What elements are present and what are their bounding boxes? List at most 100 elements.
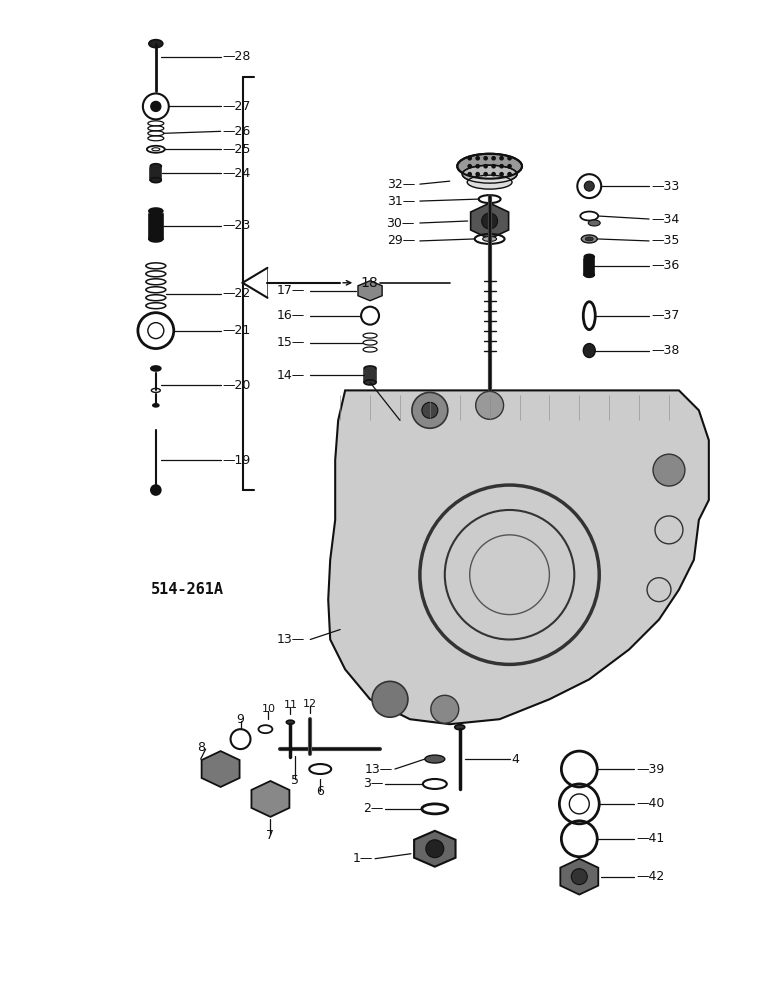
Ellipse shape — [584, 344, 595, 358]
Circle shape — [422, 402, 438, 418]
Ellipse shape — [149, 208, 163, 214]
Text: 3—: 3— — [363, 777, 383, 790]
Circle shape — [468, 165, 471, 168]
Circle shape — [500, 165, 503, 168]
Text: —21: —21 — [222, 324, 251, 337]
Text: 32—: 32— — [387, 178, 415, 191]
Text: —41: —41 — [636, 832, 665, 845]
Circle shape — [431, 695, 459, 723]
Circle shape — [426, 840, 444, 858]
Polygon shape — [414, 831, 455, 867]
Circle shape — [508, 165, 511, 168]
Text: 13—: 13— — [364, 763, 393, 776]
Ellipse shape — [585, 237, 593, 241]
Ellipse shape — [149, 40, 163, 48]
Ellipse shape — [153, 404, 159, 407]
Circle shape — [492, 173, 495, 176]
Text: 7: 7 — [266, 829, 274, 842]
Text: —23: —23 — [222, 219, 251, 232]
Circle shape — [571, 869, 587, 885]
Text: —42: —42 — [636, 870, 665, 883]
Text: —24: —24 — [222, 167, 251, 180]
Text: 14—: 14— — [277, 369, 305, 382]
Circle shape — [468, 157, 471, 160]
Polygon shape — [358, 281, 382, 301]
Text: 29—: 29— — [387, 234, 415, 247]
Circle shape — [508, 173, 511, 176]
Circle shape — [468, 173, 471, 176]
Circle shape — [476, 391, 503, 419]
Ellipse shape — [149, 236, 163, 242]
Text: —28: —28 — [222, 50, 251, 63]
Ellipse shape — [584, 254, 594, 259]
Text: —38: —38 — [651, 344, 679, 357]
Text: —36: —36 — [651, 259, 679, 272]
Text: —33: —33 — [651, 180, 679, 193]
Text: —27: —27 — [222, 100, 251, 113]
Polygon shape — [252, 781, 290, 817]
Text: —25: —25 — [222, 143, 251, 156]
Ellipse shape — [457, 154, 522, 179]
Text: 11: 11 — [283, 700, 297, 710]
Circle shape — [476, 173, 479, 176]
Ellipse shape — [455, 725, 465, 730]
Text: —19: —19 — [222, 454, 251, 467]
Circle shape — [372, 681, 408, 717]
Circle shape — [484, 157, 487, 160]
Circle shape — [492, 165, 495, 168]
Text: 9: 9 — [236, 713, 245, 726]
Ellipse shape — [364, 380, 376, 385]
Circle shape — [412, 392, 448, 428]
Bar — [584, 259, 594, 275]
Circle shape — [492, 157, 495, 160]
Circle shape — [476, 165, 479, 168]
Circle shape — [500, 157, 503, 160]
Ellipse shape — [364, 366, 376, 371]
Text: —40: —40 — [636, 797, 665, 810]
Ellipse shape — [581, 235, 598, 243]
Bar — [149, 214, 163, 239]
Text: 30—: 30— — [387, 217, 415, 230]
Text: 8: 8 — [197, 741, 205, 754]
Text: 17—: 17— — [277, 284, 305, 297]
Circle shape — [151, 485, 161, 495]
Polygon shape — [471, 203, 509, 239]
Ellipse shape — [584, 272, 594, 277]
Text: 12: 12 — [303, 699, 317, 709]
Polygon shape — [201, 751, 239, 787]
Text: 16—: 16— — [277, 309, 305, 322]
Ellipse shape — [151, 366, 161, 371]
Ellipse shape — [462, 165, 517, 183]
Text: 13—: 13— — [277, 633, 305, 646]
Text: 514-261A: 514-261A — [151, 582, 224, 597]
Ellipse shape — [151, 164, 161, 169]
Text: 5: 5 — [291, 774, 300, 787]
Text: 4: 4 — [512, 753, 520, 766]
Circle shape — [508, 157, 511, 160]
Bar — [151, 168, 161, 180]
Circle shape — [482, 213, 498, 229]
Circle shape — [476, 157, 479, 160]
Polygon shape — [560, 859, 598, 895]
Circle shape — [584, 181, 594, 191]
Text: 6: 6 — [317, 785, 324, 798]
Circle shape — [653, 454, 685, 486]
Text: —39: —39 — [636, 763, 665, 776]
Polygon shape — [328, 390, 709, 724]
Text: 2—: 2— — [363, 802, 383, 815]
Ellipse shape — [425, 755, 445, 763]
Ellipse shape — [286, 720, 294, 724]
Ellipse shape — [588, 220, 600, 226]
Ellipse shape — [467, 175, 512, 189]
Text: —22: —22 — [222, 287, 251, 300]
Text: 31—: 31— — [387, 195, 415, 208]
Text: 10: 10 — [262, 704, 276, 714]
Bar — [364, 370, 376, 382]
Circle shape — [484, 173, 487, 176]
Circle shape — [151, 101, 161, 111]
Text: 15—: 15— — [277, 336, 305, 349]
Text: 1—: 1— — [353, 852, 373, 865]
Ellipse shape — [482, 236, 496, 241]
Circle shape — [500, 173, 503, 176]
Text: 18: 18 — [360, 276, 378, 290]
